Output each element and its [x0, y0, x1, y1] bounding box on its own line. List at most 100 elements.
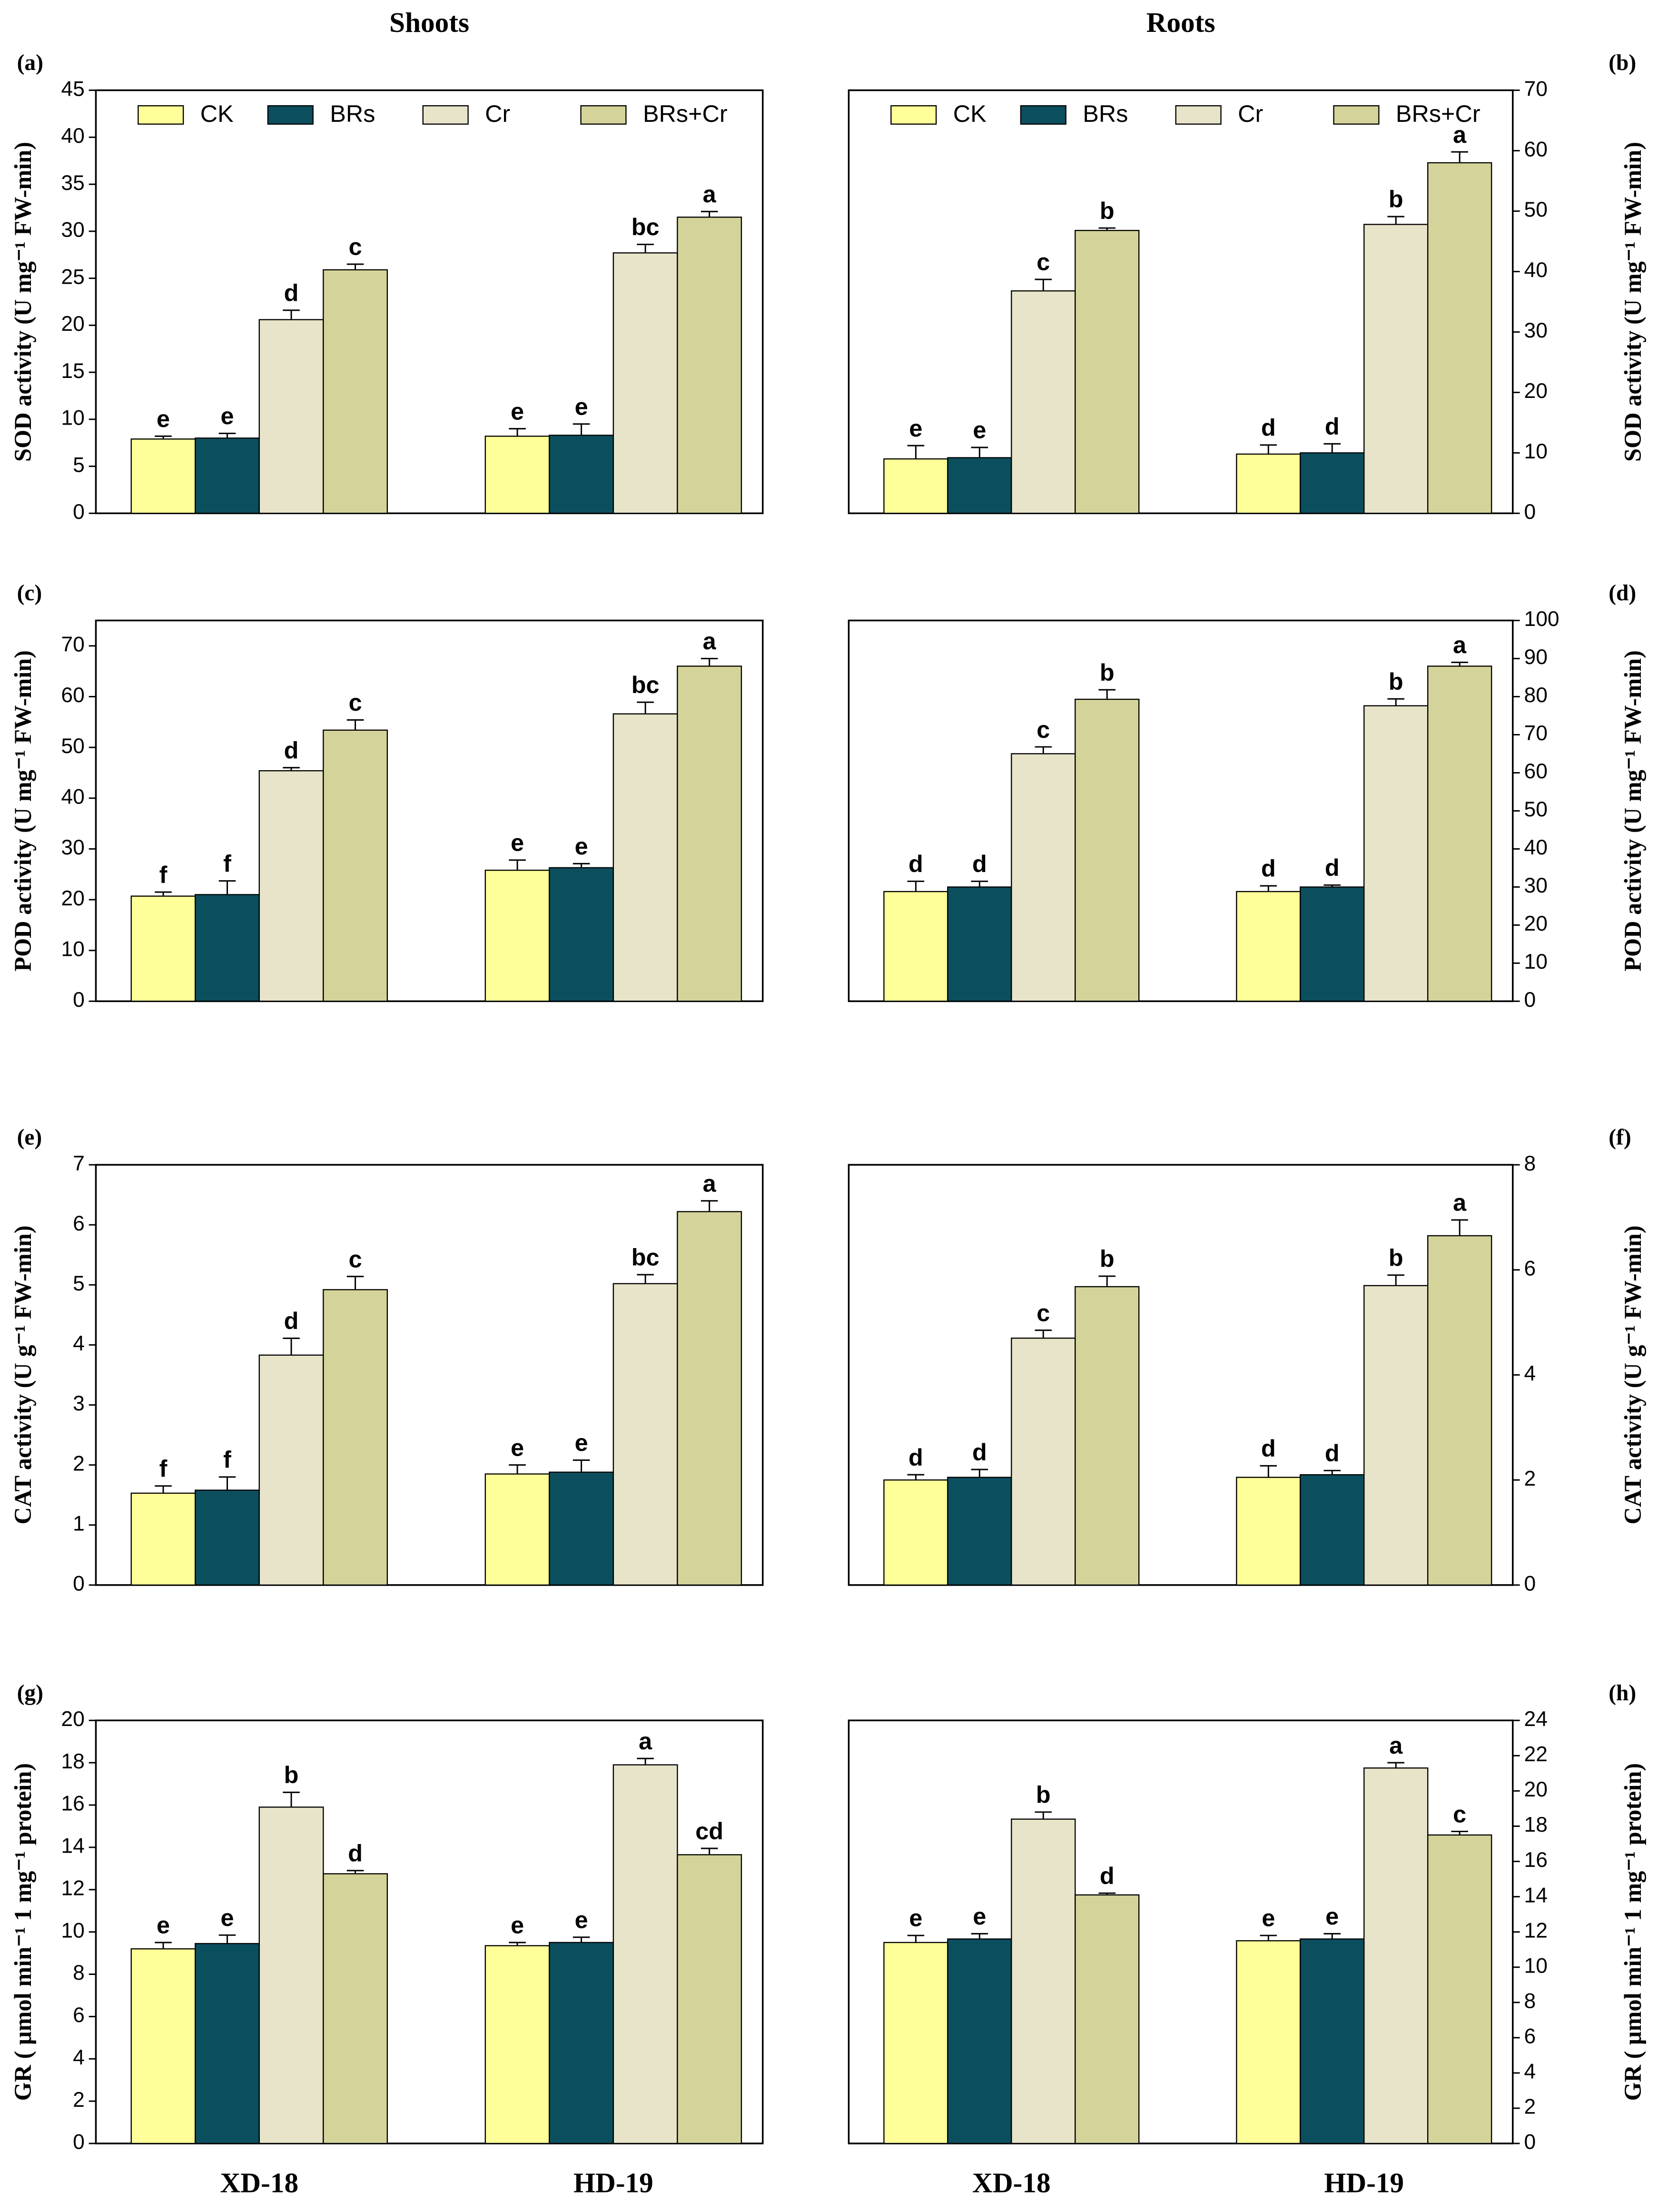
significance-letter: e [511, 1912, 524, 1939]
y-tick-label: 18 [1524, 1813, 1548, 1836]
error-bar [572, 1459, 590, 1472]
plot-frame [95, 619, 764, 1002]
significance-letter: f [159, 861, 168, 888]
error-bar [218, 1934, 236, 1944]
bar [1236, 891, 1301, 1002]
y-tick-label: 16 [1524, 1848, 1548, 1872]
error-bar [907, 1934, 925, 1943]
bar [258, 319, 324, 514]
bar [947, 1938, 1012, 2144]
bar [1300, 452, 1365, 514]
error-bar [1323, 1933, 1341, 1939]
plot-frame [95, 89, 764, 515]
significance-letter: e [511, 397, 524, 425]
bar [130, 1948, 196, 2144]
y-tick-label: 10 [1524, 440, 1548, 463]
legend-label: BRs [330, 100, 375, 127]
error-bar [1098, 1275, 1116, 1287]
y-tick-label: 30 [1524, 874, 1548, 897]
y-tick-label: 20 [61, 1707, 84, 1731]
error-bar [1260, 444, 1277, 454]
error-bar [1451, 662, 1468, 666]
column-title: Shoots [389, 7, 469, 38]
error-bar [346, 719, 364, 730]
bar [947, 1477, 1012, 1586]
significance-letter: c [1453, 1800, 1466, 1827]
y-tick-label: 0 [1524, 988, 1536, 1012]
y-tick-label: 0 [73, 500, 85, 524]
significance-letter: e [973, 417, 986, 444]
y-tick-label: 10 [61, 1919, 84, 1942]
bar [1236, 1940, 1301, 2144]
legend-swatch [890, 105, 937, 125]
plot-frame [95, 1164, 764, 1586]
significance-letter: b [1389, 186, 1403, 213]
bar [549, 1942, 614, 2144]
bar [195, 437, 260, 514]
bar [130, 438, 196, 514]
error-bar [971, 1933, 988, 1939]
error-bar [572, 863, 590, 868]
bar [323, 269, 388, 514]
significance-letter: d [972, 1438, 987, 1466]
significance-letter: e [221, 1904, 234, 1931]
y-tick-label: 70 [1524, 77, 1548, 100]
y-tick-label: 40 [1524, 836, 1548, 859]
error-bar [1387, 1762, 1405, 1768]
error-bar [971, 446, 988, 458]
bar [1075, 1286, 1140, 1586]
y-tick-label: 8 [1524, 1990, 1536, 2013]
y-tick-label: 24 [1524, 1707, 1548, 1731]
panel-label: (b) [1609, 50, 1636, 75]
error-bar [701, 1847, 718, 1855]
significance-letter: d [1325, 1439, 1340, 1467]
y-tick-label: 5 [73, 453, 85, 476]
significance-letter: d [1100, 1862, 1115, 1889]
y-tick-label: 40 [1524, 258, 1548, 282]
error-bar [1035, 1811, 1052, 1819]
error-bar [1323, 1469, 1341, 1475]
y-tick-label: 45 [61, 77, 84, 100]
error-bar [218, 1476, 236, 1490]
y-tick-label: 4 [73, 1332, 85, 1355]
significance-letter: f [223, 850, 231, 877]
error-bar [155, 435, 172, 439]
y-tick-label: 22 [1524, 1743, 1548, 1766]
bar [258, 1354, 324, 1586]
error-bar [701, 658, 718, 666]
significance-letter: a [639, 1727, 652, 1755]
legend-label: BRs+Cr [1396, 100, 1480, 127]
error-bar [283, 309, 300, 320]
y-tick-label: 0 [73, 988, 85, 1012]
significance-letter: e [575, 393, 588, 420]
error-bar [218, 880, 236, 895]
y-tick-label: 6 [1524, 1257, 1536, 1280]
y-tick-label: 0 [73, 1572, 85, 1596]
error-bar [907, 1474, 925, 1480]
legend-label: Cr [485, 100, 510, 127]
bar [130, 1492, 196, 1586]
y-tick-label: 3 [73, 1392, 85, 1415]
significance-letter: e [909, 1905, 922, 1932]
error-bar [1098, 689, 1116, 700]
error-bar [1451, 1219, 1468, 1236]
significance-letter: a [703, 627, 717, 655]
legend-label: BRs [1083, 100, 1128, 127]
significance-letter: d [972, 850, 987, 877]
error-bar [509, 428, 526, 436]
error-bar [509, 1464, 526, 1474]
bar [947, 886, 1012, 1002]
significance-letter: b [1100, 659, 1115, 686]
legend-swatch [1020, 105, 1066, 125]
significance-letter: b [1100, 197, 1115, 224]
bar [549, 867, 614, 1002]
y-tick-label: 50 [61, 734, 84, 758]
bar [1427, 665, 1492, 1002]
significance-letter: bc [632, 1244, 660, 1271]
significance-letter: c [349, 233, 362, 260]
bar [1011, 1338, 1076, 1586]
significance-letter: a [1389, 1732, 1403, 1759]
y-tick-label: 70 [1524, 722, 1548, 745]
x-tick-label: HD-19 [573, 2167, 653, 2198]
error-bar [971, 880, 988, 887]
